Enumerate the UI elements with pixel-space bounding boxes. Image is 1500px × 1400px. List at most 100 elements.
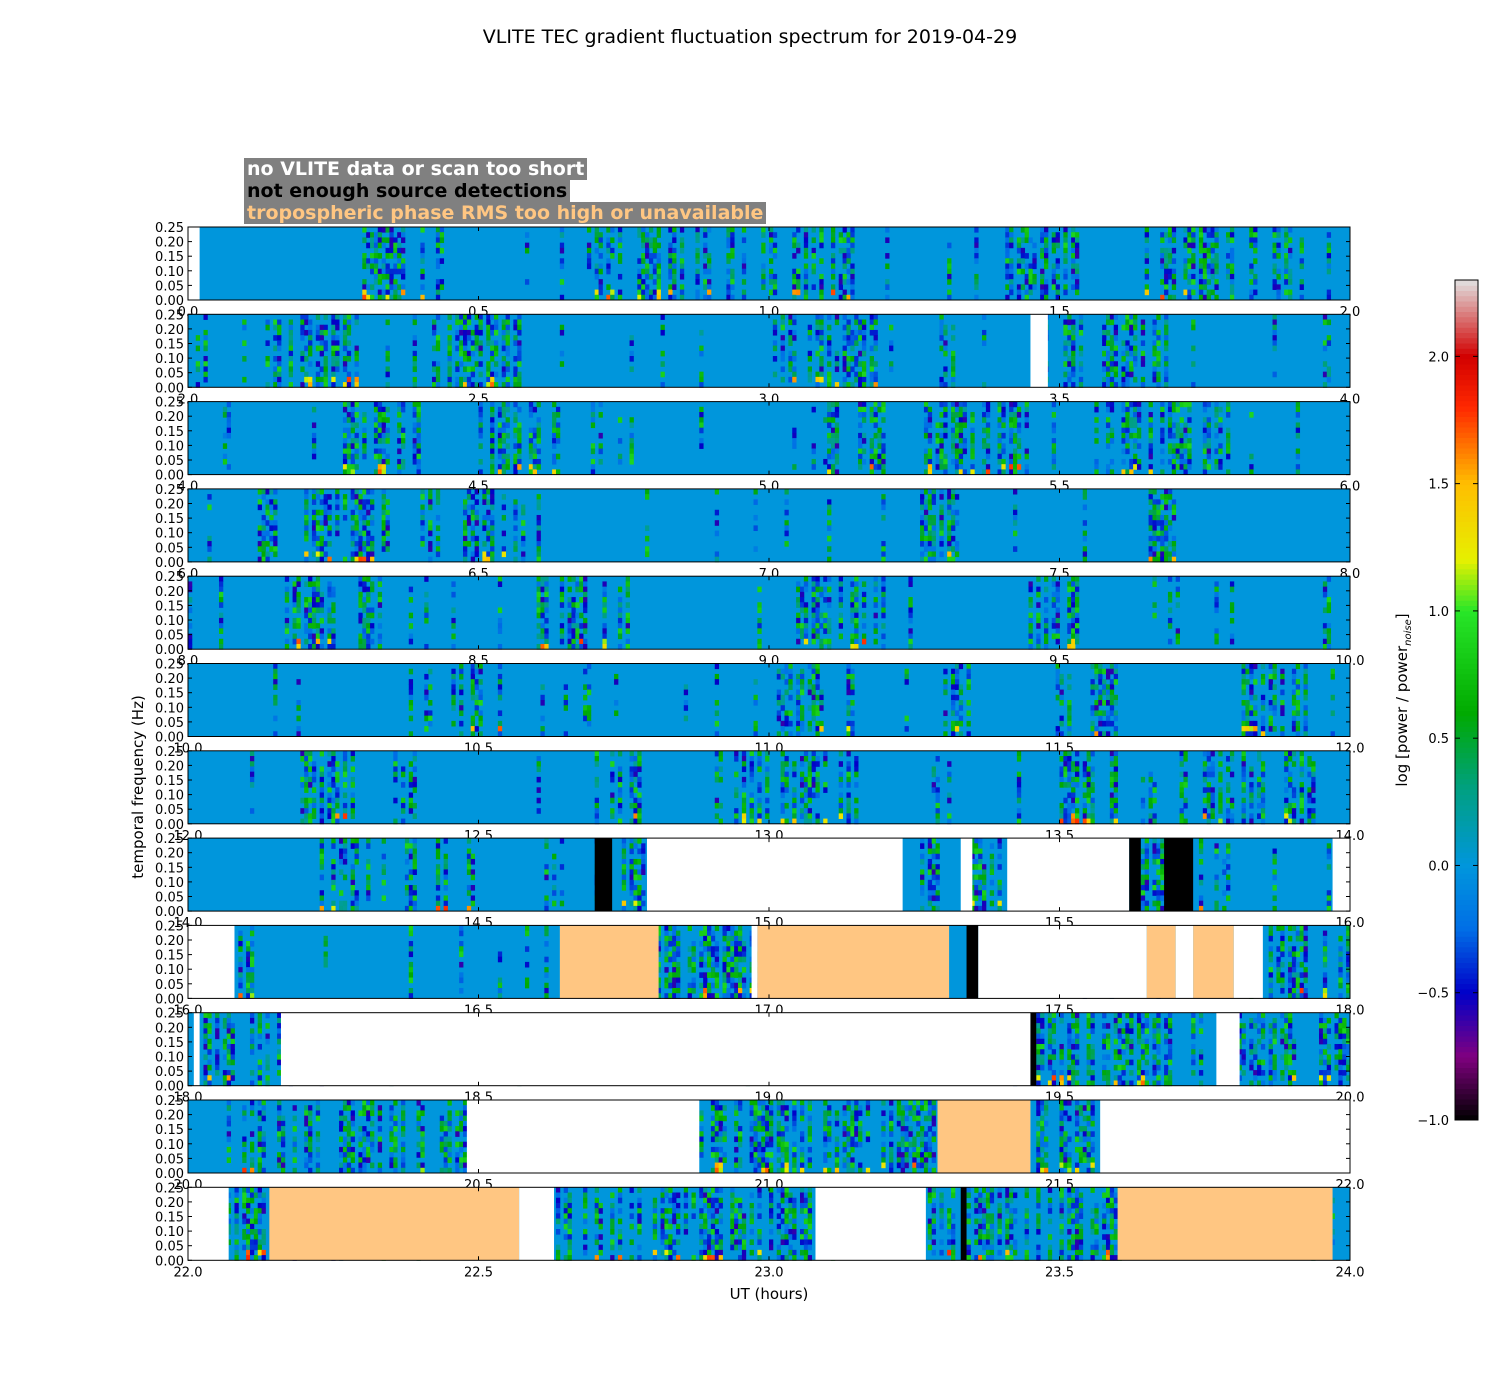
spectrum-cell [478, 382, 483, 388]
spectrum-cell [350, 509, 355, 516]
spectrum-cell [1206, 750, 1211, 757]
spectrum-cell [331, 628, 336, 634]
spectrum-cell [788, 710, 793, 717]
spectrum-cell [1171, 551, 1177, 558]
spectrum-cell [1148, 469, 1153, 475]
spectrum-cell [637, 761, 642, 767]
spectrum-cell [997, 453, 1002, 460]
spectrum-cell [1152, 813, 1157, 819]
spectrum-cell [288, 350, 293, 357]
spectrum-cell [730, 227, 735, 233]
spectrum-cell [412, 314, 417, 320]
spectrum-cell [1016, 242, 1022, 249]
spectrum-cell [846, 237, 851, 244]
spectrum-cell [1253, 247, 1258, 254]
spectrum-cell [435, 546, 441, 552]
spectrum-cell [292, 617, 297, 624]
spectrum-cell [629, 458, 634, 465]
spectrum-cell [435, 551, 441, 558]
spectrum-cell [273, 371, 278, 378]
spectrum-cell [571, 643, 576, 650]
spectrum-cell [358, 551, 363, 558]
spectrum-cell [954, 710, 960, 717]
spectrum-cell [308, 602, 313, 608]
spectrum-cell [1214, 581, 1219, 588]
y-tick-label: 0.05 [155, 367, 184, 382]
spectrum-cell [311, 581, 317, 588]
spectrum-cell [412, 756, 417, 762]
spectrum-cell [641, 279, 646, 285]
spectrum-cell [757, 787, 762, 793]
spectrum-cell [358, 535, 363, 542]
spectrum-cell [1156, 509, 1161, 516]
spectrum-cell [1214, 448, 1219, 455]
spectrum-cell [1206, 422, 1211, 429]
spectrum-cell [552, 453, 557, 460]
spectrum-cell [490, 525, 495, 532]
spectrum-cell [428, 520, 433, 526]
spectrum-cell [850, 612, 855, 619]
spectrum-cell [304, 551, 309, 558]
spectrum-cell [935, 813, 940, 819]
spectrum-cell [672, 294, 677, 301]
spectrum-cell [532, 458, 537, 465]
spectrum-cell [749, 792, 754, 799]
spectrum-cell [188, 586, 193, 593]
spectrum-cell [858, 443, 863, 449]
spectrum-cell [435, 289, 441, 296]
spectrum-cell [1094, 710, 1099, 717]
spectrum-cell [1202, 263, 1208, 270]
spectrum-cell [1113, 766, 1118, 773]
spectrum-cell [1036, 633, 1041, 640]
spectrum-cell [222, 406, 228, 413]
spectrum-cell [517, 314, 522, 320]
spectrum-cell [796, 715, 801, 722]
spectrum-cell [873, 576, 878, 582]
spectrum-cell [373, 247, 379, 254]
spectrum-cell [466, 514, 472, 521]
spectrum-cell [1125, 412, 1130, 418]
spectrum-cell [850, 242, 855, 249]
spectrum-cell [796, 720, 801, 727]
spectrum-cell [342, 438, 348, 444]
spectrum-cell [1187, 448, 1192, 455]
spectrum-cell [807, 324, 812, 331]
spectrum-cell [792, 366, 797, 373]
spectrum-cell [513, 335, 518, 341]
spectrum-cell [714, 488, 720, 495]
spectrum-cell [923, 546, 929, 552]
spectrum-cell [1063, 797, 1068, 804]
spectrum-cell [358, 546, 363, 552]
spectrum-cell [947, 509, 952, 516]
spectrum-cell [358, 514, 363, 521]
spectrum-cell [780, 700, 785, 706]
spectrum-cell [335, 530, 340, 537]
spectrum-cell [1210, 813, 1215, 819]
spectrum-cell [854, 782, 859, 788]
spectrum-cell [296, 638, 301, 645]
spectrum-cell [358, 576, 363, 582]
spectrum-cell [1024, 232, 1029, 238]
spectrum-cell [753, 679, 758, 685]
spectrum-cell [1113, 700, 1118, 706]
spectrum-cell [540, 726, 545, 732]
spectrum-cell [1121, 422, 1126, 429]
spectrum-cell [536, 535, 541, 542]
spectrum-cell [1268, 673, 1273, 680]
spectrum-cell [362, 438, 367, 444]
spectrum-cell [753, 525, 758, 532]
spectrum-cell [1249, 663, 1254, 670]
spectrum-cell [381, 422, 386, 429]
spectrum-cell [350, 438, 355, 444]
spectrum-cell [1121, 340, 1126, 346]
spectrum-cell [799, 591, 805, 598]
spectrum-cell [540, 597, 545, 603]
spectrum-cell [757, 586, 762, 593]
spectrum-cell [985, 443, 991, 449]
spectrum-cell [540, 700, 545, 706]
spectrum-cell [358, 586, 363, 593]
spectrum-cell [1218, 406, 1223, 413]
spectrum-cell [342, 427, 348, 434]
spectrum-cell [1152, 612, 1157, 619]
